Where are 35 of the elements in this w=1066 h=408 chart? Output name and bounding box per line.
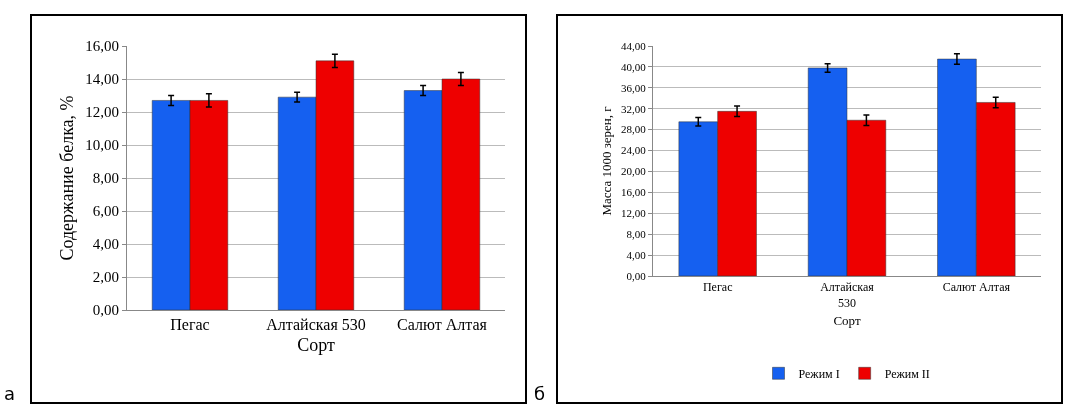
y-tick-label: 40,00 <box>621 60 647 73</box>
y-tick-label: 10,00 <box>85 137 119 154</box>
y-axis-title: Масса 1000 зерен, г <box>599 106 614 216</box>
y-tick-label: 0,00 <box>92 302 119 319</box>
legend-label: Режим II <box>884 366 930 381</box>
x-tick-label: Салют Алтая <box>397 316 488 334</box>
y-tick-label: 14,00 <box>85 71 119 88</box>
y-tick-label: 6,00 <box>92 203 119 220</box>
y-tick-label: 28,00 <box>621 123 647 136</box>
y-tick-label: 12,00 <box>621 207 647 220</box>
x-tick-label: Пегас <box>170 316 210 334</box>
y-tick-label: 32,00 <box>621 102 647 115</box>
text: б <box>534 383 546 404</box>
y-tick-label: 24,00 <box>621 144 647 157</box>
y-tick-label: 8,00 <box>92 170 119 187</box>
y-tick-label: 44,00 <box>621 39 647 52</box>
y-tick-label: 16,00 <box>85 38 119 55</box>
y-tick-label: 20,00 <box>621 165 647 178</box>
y-tick-label: 0,00 <box>626 269 647 282</box>
x-tick-label: Салют Алтая <box>942 280 1011 295</box>
x-tick-label: Пегас <box>702 280 733 295</box>
y-tick-label: 16,00 <box>621 186 647 199</box>
y-tick-label: 12,00 <box>85 104 119 121</box>
y-axis-title: Содержание белка, % <box>57 95 78 261</box>
y-tick-label: 2,00 <box>92 269 119 286</box>
x-axis-title: Сорт <box>833 312 861 328</box>
y-tick-label: 4,00 <box>626 248 647 261</box>
x-tick-label: Алтайская 530 <box>820 280 875 310</box>
text: а <box>4 383 16 404</box>
y-tick-label: 4,00 <box>92 236 119 253</box>
y-tick-label: 36,00 <box>621 81 647 94</box>
x-axis-title: Сорт <box>297 335 335 356</box>
y-tick-label: 8,00 <box>626 228 647 241</box>
x-tick-label: Алтайская 530 <box>266 316 366 334</box>
legend-label: Режим I <box>798 366 840 381</box>
